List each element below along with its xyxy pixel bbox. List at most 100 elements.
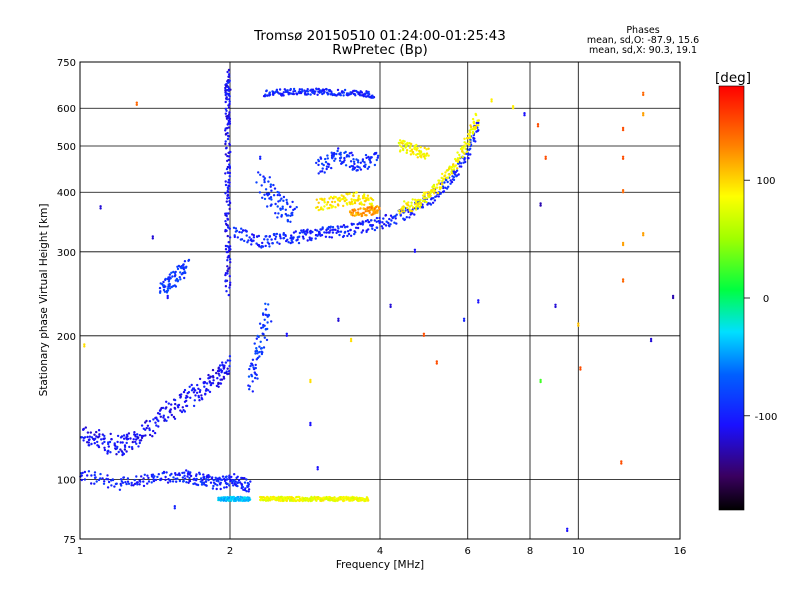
echo-point — [276, 205, 279, 208]
echo-point — [225, 486, 228, 489]
echo-point — [311, 91, 315, 95]
echo-point — [127, 482, 131, 485]
echo-point — [333, 200, 337, 204]
echo-point — [114, 444, 117, 448]
echo-point — [321, 167, 324, 170]
echo-point — [255, 349, 259, 353]
echo-point — [387, 221, 390, 225]
echo-point — [204, 392, 207, 395]
echo-point — [261, 241, 264, 245]
echo-point — [272, 92, 275, 95]
echo-point — [298, 231, 302, 235]
echo-point — [309, 380, 312, 384]
echo-point — [121, 441, 124, 444]
echo-point — [197, 387, 200, 390]
echo-point — [95, 480, 98, 483]
echo-point — [341, 197, 345, 201]
echo-point — [620, 460, 623, 463]
echo-point — [435, 362, 438, 365]
echo-point — [292, 231, 296, 234]
echo-point — [144, 428, 147, 431]
echo-point — [247, 239, 250, 242]
echo-point — [388, 217, 391, 221]
echo-point — [259, 173, 262, 176]
echo-point — [376, 156, 379, 159]
echo-point — [330, 166, 333, 170]
echo-point — [471, 130, 475, 134]
echo-point — [274, 235, 278, 238]
echo-point — [227, 370, 231, 373]
echo-point — [407, 201, 410, 204]
echo-point — [179, 409, 182, 412]
echo-point — [423, 146, 426, 150]
echo-point — [185, 265, 188, 268]
echo-point — [342, 234, 346, 238]
echo-point — [286, 89, 289, 92]
echo-point — [579, 366, 582, 369]
echo-point — [330, 236, 334, 239]
echo-point — [83, 343, 86, 346]
echo-point — [450, 170, 453, 174]
echo-point — [106, 450, 109, 453]
echo-point — [440, 182, 444, 185]
echo-point — [232, 226, 236, 229]
echo-point — [90, 436, 94, 439]
echo-point — [362, 211, 365, 215]
echo-point — [264, 499, 268, 502]
echo-point — [80, 478, 84, 482]
echo-point — [93, 471, 97, 474]
echo-point — [222, 377, 226, 380]
echo-point — [168, 287, 172, 290]
echo-point — [185, 481, 188, 484]
echo-point — [240, 227, 243, 230]
echo-point — [442, 190, 446, 193]
echo-point — [433, 199, 437, 202]
echo-point — [390, 219, 393, 222]
colorbar-ticks: 100 0 -100 — [744, 176, 777, 423]
echo-point — [423, 157, 427, 160]
echo-point — [128, 445, 131, 449]
colorbar-tick-label: 0 — [763, 294, 769, 305]
echo-point — [126, 477, 130, 480]
echo-point — [162, 470, 166, 474]
echo-point — [270, 198, 273, 201]
echo-point — [110, 479, 113, 482]
echo-point — [351, 168, 354, 171]
echo-point — [249, 480, 252, 483]
echo-point — [224, 132, 228, 136]
echo-point — [265, 235, 268, 238]
echo-point — [294, 230, 297, 233]
echo-point — [250, 375, 254, 378]
echo-point — [224, 153, 227, 156]
echo-point — [292, 92, 295, 96]
echo-point — [417, 198, 420, 202]
echo-point — [263, 318, 266, 321]
echo-point — [167, 416, 170, 419]
echo-point — [378, 216, 381, 220]
echo-point — [226, 265, 229, 268]
echo-point — [373, 209, 376, 213]
echo-point — [302, 229, 305, 232]
echo-point — [344, 164, 348, 167]
echo-point — [337, 204, 340, 207]
echo-point — [363, 203, 366, 206]
echo-point — [405, 145, 408, 148]
echo-point — [310, 238, 313, 242]
echo-point — [415, 143, 418, 147]
echo-point — [261, 499, 265, 502]
echo-point — [258, 355, 261, 358]
echo-point — [352, 222, 355, 226]
echo-point — [301, 90, 304, 93]
echo-point — [490, 98, 493, 101]
echo-point — [413, 203, 417, 206]
echo-point — [271, 242, 274, 245]
echo-point — [207, 478, 210, 482]
echo-point — [107, 445, 111, 448]
echo-point — [261, 351, 264, 354]
echo-point — [421, 200, 425, 203]
echo-point — [474, 140, 477, 143]
echo-point — [225, 475, 228, 478]
echo-point — [411, 150, 415, 154]
echo-point — [174, 279, 177, 282]
echo-point — [199, 389, 202, 392]
